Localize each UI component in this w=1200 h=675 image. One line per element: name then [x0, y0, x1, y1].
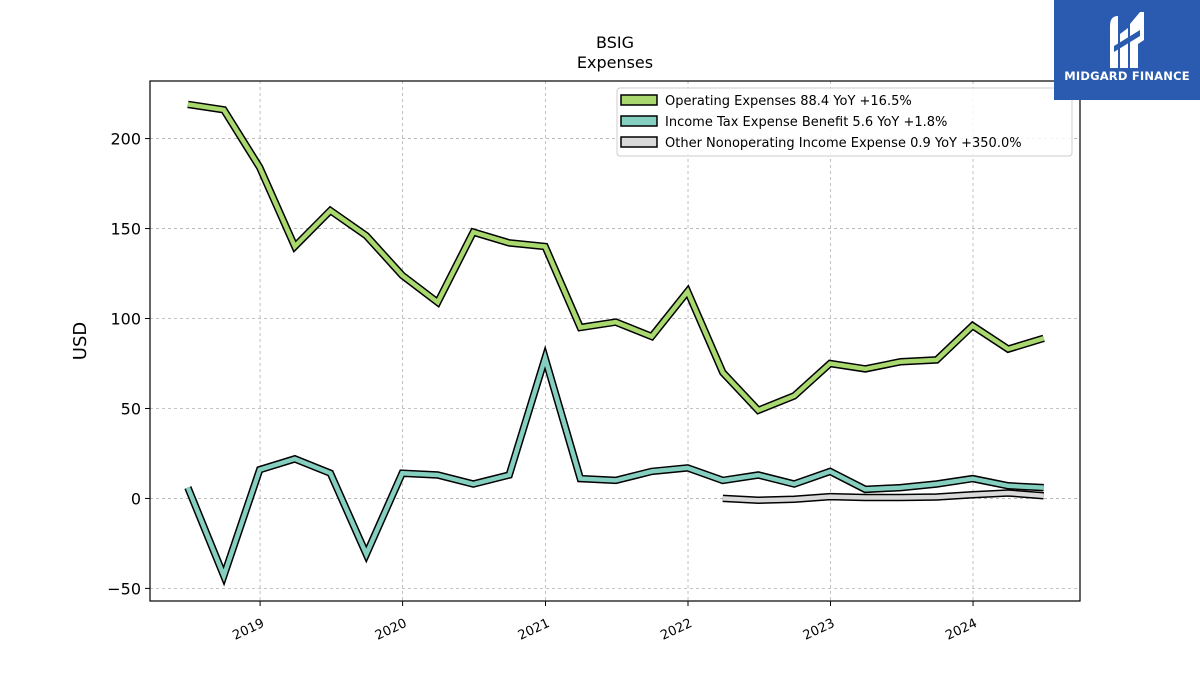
- legend-label: Other Nonoperating Income Expense 0.9 Yo…: [665, 136, 1022, 151]
- legend-swatch: [620, 136, 658, 148]
- y-tick-label: −50: [107, 579, 141, 598]
- legend-label: Income Tax Expense Benefit 5.6 YoY +1.8%: [665, 115, 947, 130]
- legend-box: [616, 87, 1073, 157]
- logo-text: MIDGARD FINANCE: [1064, 69, 1190, 83]
- series-lines: [184, 100, 1045, 587]
- midgard-finance-logo: MIDGARD FINANCE: [1054, 0, 1200, 100]
- x-tick-label: 2020: [373, 616, 409, 644]
- y-tick-label: 150: [110, 220, 141, 239]
- logo-mark-icon: [1110, 12, 1144, 68]
- legend-swatch: [620, 94, 658, 106]
- x-tick-label: 2023: [801, 616, 837, 644]
- plot-frame: [149, 80, 1081, 602]
- legend-swatch: [620, 115, 658, 127]
- x-tick-label: 2019: [230, 616, 266, 644]
- y-tick-label: 50: [121, 399, 141, 418]
- chart-subtitle: Expenses: [577, 53, 653, 72]
- y-tick-label: 100: [110, 310, 141, 329]
- x-tick-label: 2024: [943, 616, 979, 644]
- series-line: [722, 490, 1044, 503]
- legend: Operating Expenses 88.4 YoY +16.5% Income…: [616, 87, 1073, 157]
- x-axis-ticks: 2019 2020 2021 2022 2023 2024: [230, 601, 980, 644]
- series-line: [185, 350, 1044, 583]
- y-tick-label: 200: [110, 130, 141, 149]
- x-tick-label: 2022: [658, 616, 694, 644]
- y-tick-label: 0: [131, 489, 141, 508]
- chart-title: BSIG: [596, 33, 634, 52]
- legend-label: Operating Expenses 88.4 YoY +16.5%: [665, 94, 912, 109]
- y-axis-label: USD: [70, 322, 91, 360]
- series-line: [187, 102, 1045, 413]
- grid-lines: [150, 81, 1080, 601]
- y-axis-ticks: −50 0 50 100 150 200: [107, 130, 150, 598]
- x-tick-label: 2021: [516, 616, 552, 644]
